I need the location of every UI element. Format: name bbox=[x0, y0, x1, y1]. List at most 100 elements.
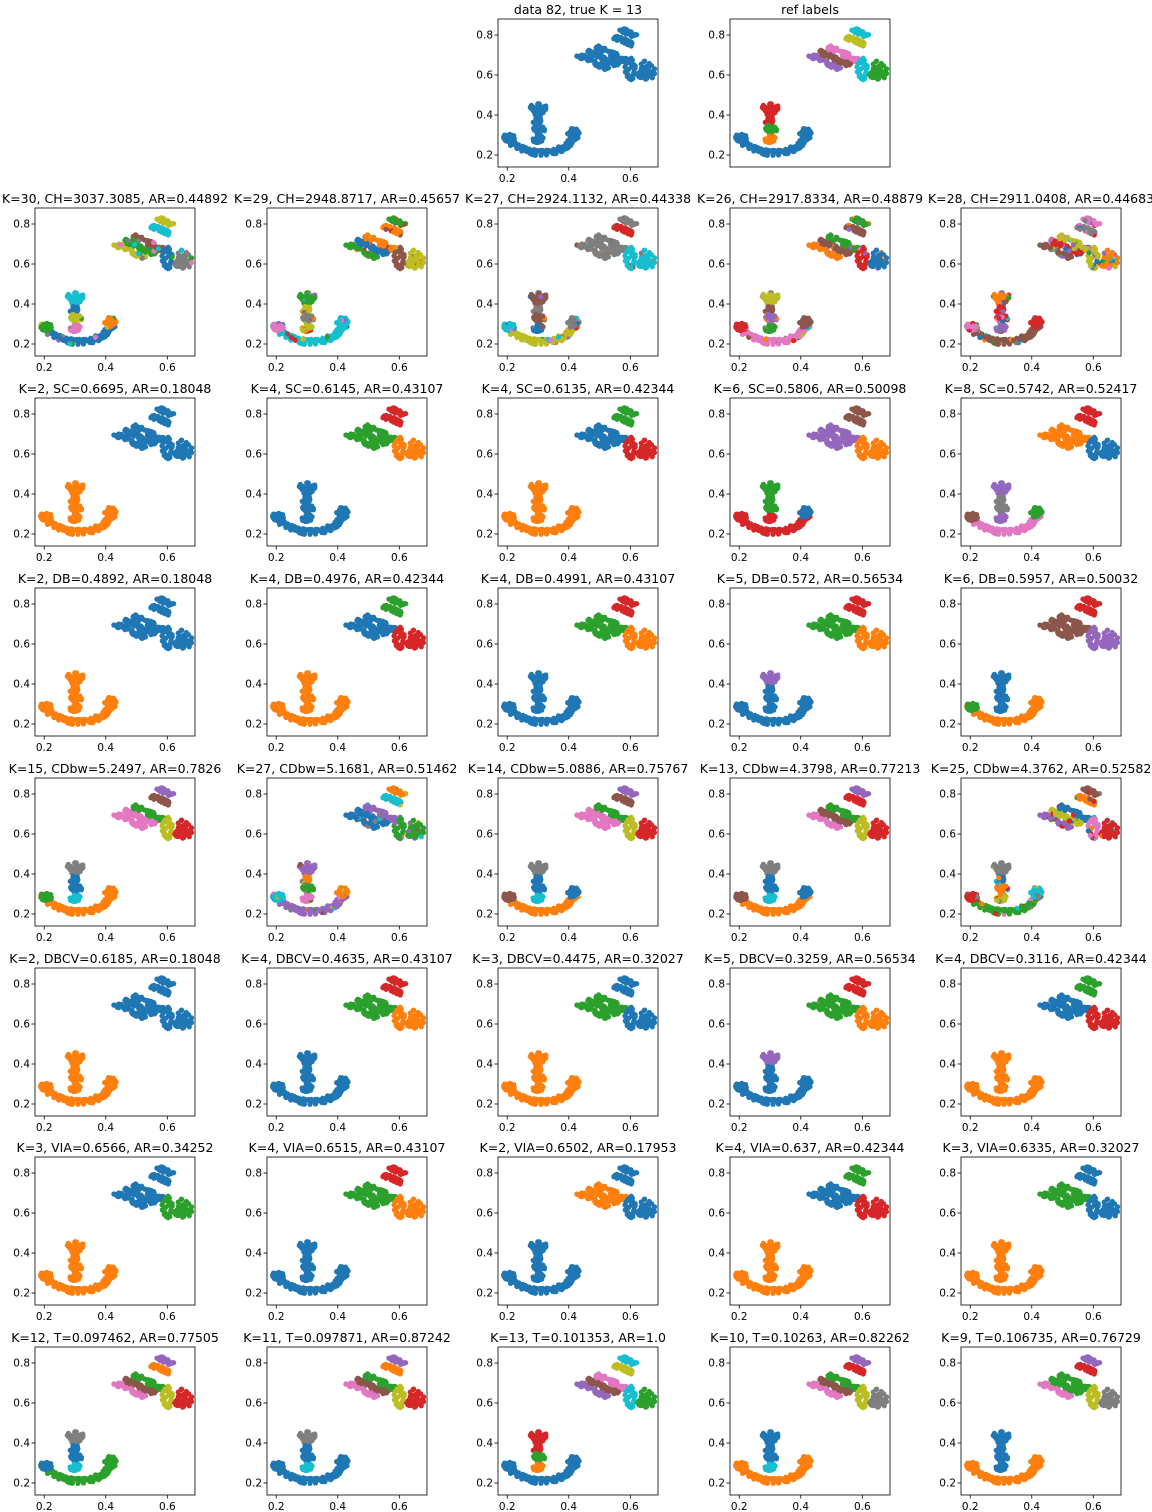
scatter-point bbox=[644, 64, 651, 70]
scatter-point bbox=[850, 57, 857, 63]
scatter-point bbox=[846, 239, 852, 246]
scatter-point bbox=[624, 262, 630, 269]
y-tick-label: 0.8 bbox=[245, 219, 262, 231]
scatter-points bbox=[270, 215, 427, 347]
scatter-point bbox=[317, 337, 323, 343]
scatter-point bbox=[96, 338, 102, 344]
scatter-point bbox=[559, 149, 565, 155]
y-tick-label: 0.6 bbox=[708, 259, 725, 271]
scatter-point bbox=[624, 73, 630, 80]
scatter-point bbox=[109, 513, 115, 519]
scatter-point bbox=[309, 299, 315, 305]
scatter-point bbox=[770, 105, 776, 111]
scatter-point bbox=[540, 324, 546, 330]
x-tick-label: 0.2 bbox=[268, 362, 285, 374]
scatter-point bbox=[531, 336, 537, 342]
scatter-point bbox=[75, 294, 81, 300]
scatter-point bbox=[850, 246, 857, 252]
scatter-point bbox=[285, 521, 291, 527]
scatter-point bbox=[299, 531, 305, 537]
scatter-point bbox=[765, 126, 771, 132]
y-tick-label: 0.8 bbox=[939, 219, 956, 231]
scatter-point bbox=[302, 305, 308, 311]
scatter-point bbox=[140, 248, 146, 254]
y-tick-label: 0.6 bbox=[939, 259, 956, 271]
y-tick-label: 0.6 bbox=[708, 70, 725, 82]
scatter-point bbox=[618, 246, 625, 252]
scatter-point bbox=[77, 514, 83, 520]
scatter-point bbox=[596, 233, 602, 239]
scatter-point bbox=[74, 337, 80, 344]
x-tick-label: 0.6 bbox=[622, 173, 639, 185]
scatter-point bbox=[300, 518, 306, 524]
scatter-points bbox=[38, 405, 195, 537]
x-tick-label: 0.2 bbox=[731, 362, 748, 374]
scatter-point bbox=[85, 337, 91, 343]
x-tick-label: 0.4 bbox=[97, 362, 114, 374]
scatter-point bbox=[349, 242, 356, 248]
scatter-point bbox=[530, 341, 536, 347]
scatter-point bbox=[68, 526, 74, 532]
scatter-point bbox=[516, 142, 522, 148]
scatter-point bbox=[734, 324, 740, 330]
scatter-point bbox=[317, 527, 323, 533]
scatter-point bbox=[965, 324, 971, 330]
scatter-point bbox=[555, 145, 562, 151]
scatter-point bbox=[523, 148, 529, 154]
scatter-point bbox=[769, 148, 776, 155]
scatter-point bbox=[341, 323, 347, 329]
scatter-point bbox=[383, 226, 389, 232]
scatter-point bbox=[607, 53, 613, 59]
scatter-point bbox=[67, 531, 73, 537]
scatter-point bbox=[131, 242, 138, 248]
scatter-point bbox=[77, 324, 83, 330]
scatter-point bbox=[873, 247, 879, 254]
scatter-point bbox=[276, 323, 282, 329]
scatter-point bbox=[606, 48, 612, 54]
scatter-point bbox=[71, 512, 77, 518]
scatter-point bbox=[538, 294, 544, 300]
scatter-point bbox=[828, 44, 834, 50]
scatter-point bbox=[997, 322, 1003, 328]
scatter-point bbox=[70, 495, 76, 501]
scatter-point bbox=[39, 514, 45, 520]
scatter-point bbox=[297, 292, 303, 298]
scatter-point bbox=[372, 248, 378, 254]
scatter-point bbox=[826, 53, 833, 59]
scatter-point bbox=[602, 66, 609, 72]
scatter-point bbox=[155, 436, 162, 442]
scatter-point bbox=[1077, 226, 1083, 232]
scatter-point bbox=[572, 323, 578, 329]
scatter-point bbox=[74, 527, 80, 534]
scatter-point bbox=[1022, 338, 1028, 344]
scatter-point bbox=[734, 135, 740, 141]
scatter-point bbox=[651, 71, 658, 77]
scatter-point bbox=[565, 320, 571, 326]
y-tick-label: 0.6 bbox=[476, 70, 493, 82]
scatter-point bbox=[548, 337, 554, 343]
y-tick-label: 0.6 bbox=[245, 259, 262, 271]
scatter-point bbox=[341, 513, 347, 519]
scatter-point bbox=[413, 253, 420, 259]
scatter-point bbox=[766, 133, 772, 139]
subplot-title: K=2, SC=0.6695, AR=0.18048 bbox=[19, 381, 212, 396]
scatter-point bbox=[763, 147, 769, 153]
scatter-point bbox=[159, 258, 165, 264]
scatter-point bbox=[519, 145, 525, 151]
scatter-points bbox=[964, 215, 1121, 347]
scatter-point bbox=[135, 251, 141, 257]
scatter-point bbox=[572, 134, 578, 140]
x-tick-label: 0.6 bbox=[622, 362, 639, 374]
scatter-point bbox=[312, 341, 319, 347]
x-tick-label: 0.2 bbox=[499, 173, 516, 185]
scatter-point bbox=[835, 59, 841, 65]
scatter-point bbox=[748, 142, 754, 148]
scatter-point bbox=[285, 331, 291, 337]
y-tick-label: 0.8 bbox=[476, 219, 493, 231]
scatter-point bbox=[133, 423, 139, 429]
scatter-point bbox=[528, 103, 534, 109]
y-tick-label: 0.8 bbox=[13, 219, 30, 231]
scatter-point bbox=[135, 441, 141, 447]
scatter-point bbox=[755, 337, 761, 343]
